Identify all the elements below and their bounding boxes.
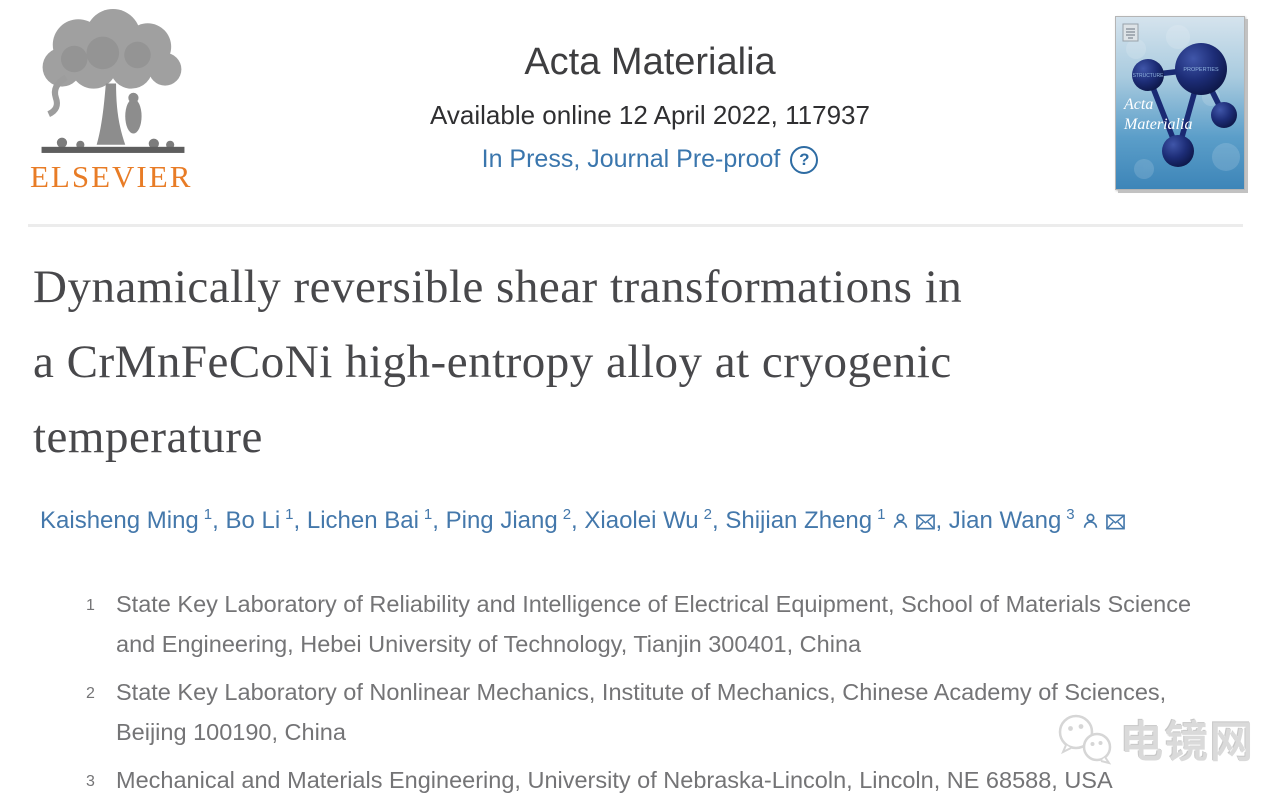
article-title: Dynamically reversible shear transformat… [33,250,1233,475]
author-jian-wang[interactable]: Jian Wang 3 [949,506,1125,534]
mail-icon[interactable] [1105,514,1125,530]
journal-cover-art: STRUCTURE PROPERTIES Acta Materialia [1116,17,1244,189]
author-shijian-zheng[interactable]: Shijian Zheng 1 [725,506,936,534]
author-list: Kaisheng Ming 1, Bo Li 1, Lichen Bai 1, Pin… [40,506,1220,535]
author-kaisheng-ming[interactable]: Kaisheng Ming 1 [40,506,213,534]
cover-sphere-label-structure: STRUCTURE [1133,73,1164,79]
author-bo-li[interactable]: Bo Li 1 [225,506,294,534]
article-title-line: temperature [33,411,263,463]
cover-sphere-label-properties: PROPERTIES [1183,67,1219,73]
journal-title[interactable]: Acta Materialia [524,41,776,83]
author-ping-jiang[interactable]: Ping Jiang 2 [445,506,572,534]
elsevier-wordmark: ELSEVIER [30,159,193,194]
mail-icon[interactable] [916,514,936,530]
article-title-line: a CrMnFeCoNi high-entropy alloy at cryog… [33,336,952,388]
affiliation-list: 1 State Key Laboratory of Reliability an… [86,584,1220,808]
availability-text: Available online 12 April 2022, 117937 [430,100,870,130]
author-lichen-bai[interactable]: Lichen Bai 1 [306,506,433,534]
person-icon[interactable] [892,512,909,530]
affiliation-1: 1 State Key Laboratory of Reliability an… [86,591,1192,657]
journal-cover-thumbnail[interactable]: STRUCTURE PROPERTIES Acta Materialia [1115,16,1245,190]
author-xiaolei-wu[interactable]: Xiaolei Wu 2 [584,506,712,534]
header-divider [28,224,1243,227]
affiliation-2: 2 State Key Laboratory of Nonlinear Mech… [86,679,1167,745]
help-icon[interactable]: ? [790,145,819,174]
wechat-icon [1058,714,1112,765]
watermark: 电镜网 [1052,708,1255,770]
in-press-link[interactable]: In Press, Journal Pre-proof [481,145,781,173]
elsevier-tree-icon [41,9,185,153]
article-title-line: Dynamically reversible shear transformat… [33,261,963,313]
header-center: Acta Materialia Available online 12 Apri… [350,40,950,174]
elsevier-logo[interactable]: ELSEVIER [30,8,198,193]
cover-title-line2: Materialia [1123,116,1192,133]
person-icon[interactable] [1082,512,1099,530]
cover-title-line1: Acta [1123,96,1153,113]
affiliation-3: 3 Mechanical and Materials Engineering, … [86,767,1113,793]
watermark-text: 电镜网 [1120,719,1255,767]
